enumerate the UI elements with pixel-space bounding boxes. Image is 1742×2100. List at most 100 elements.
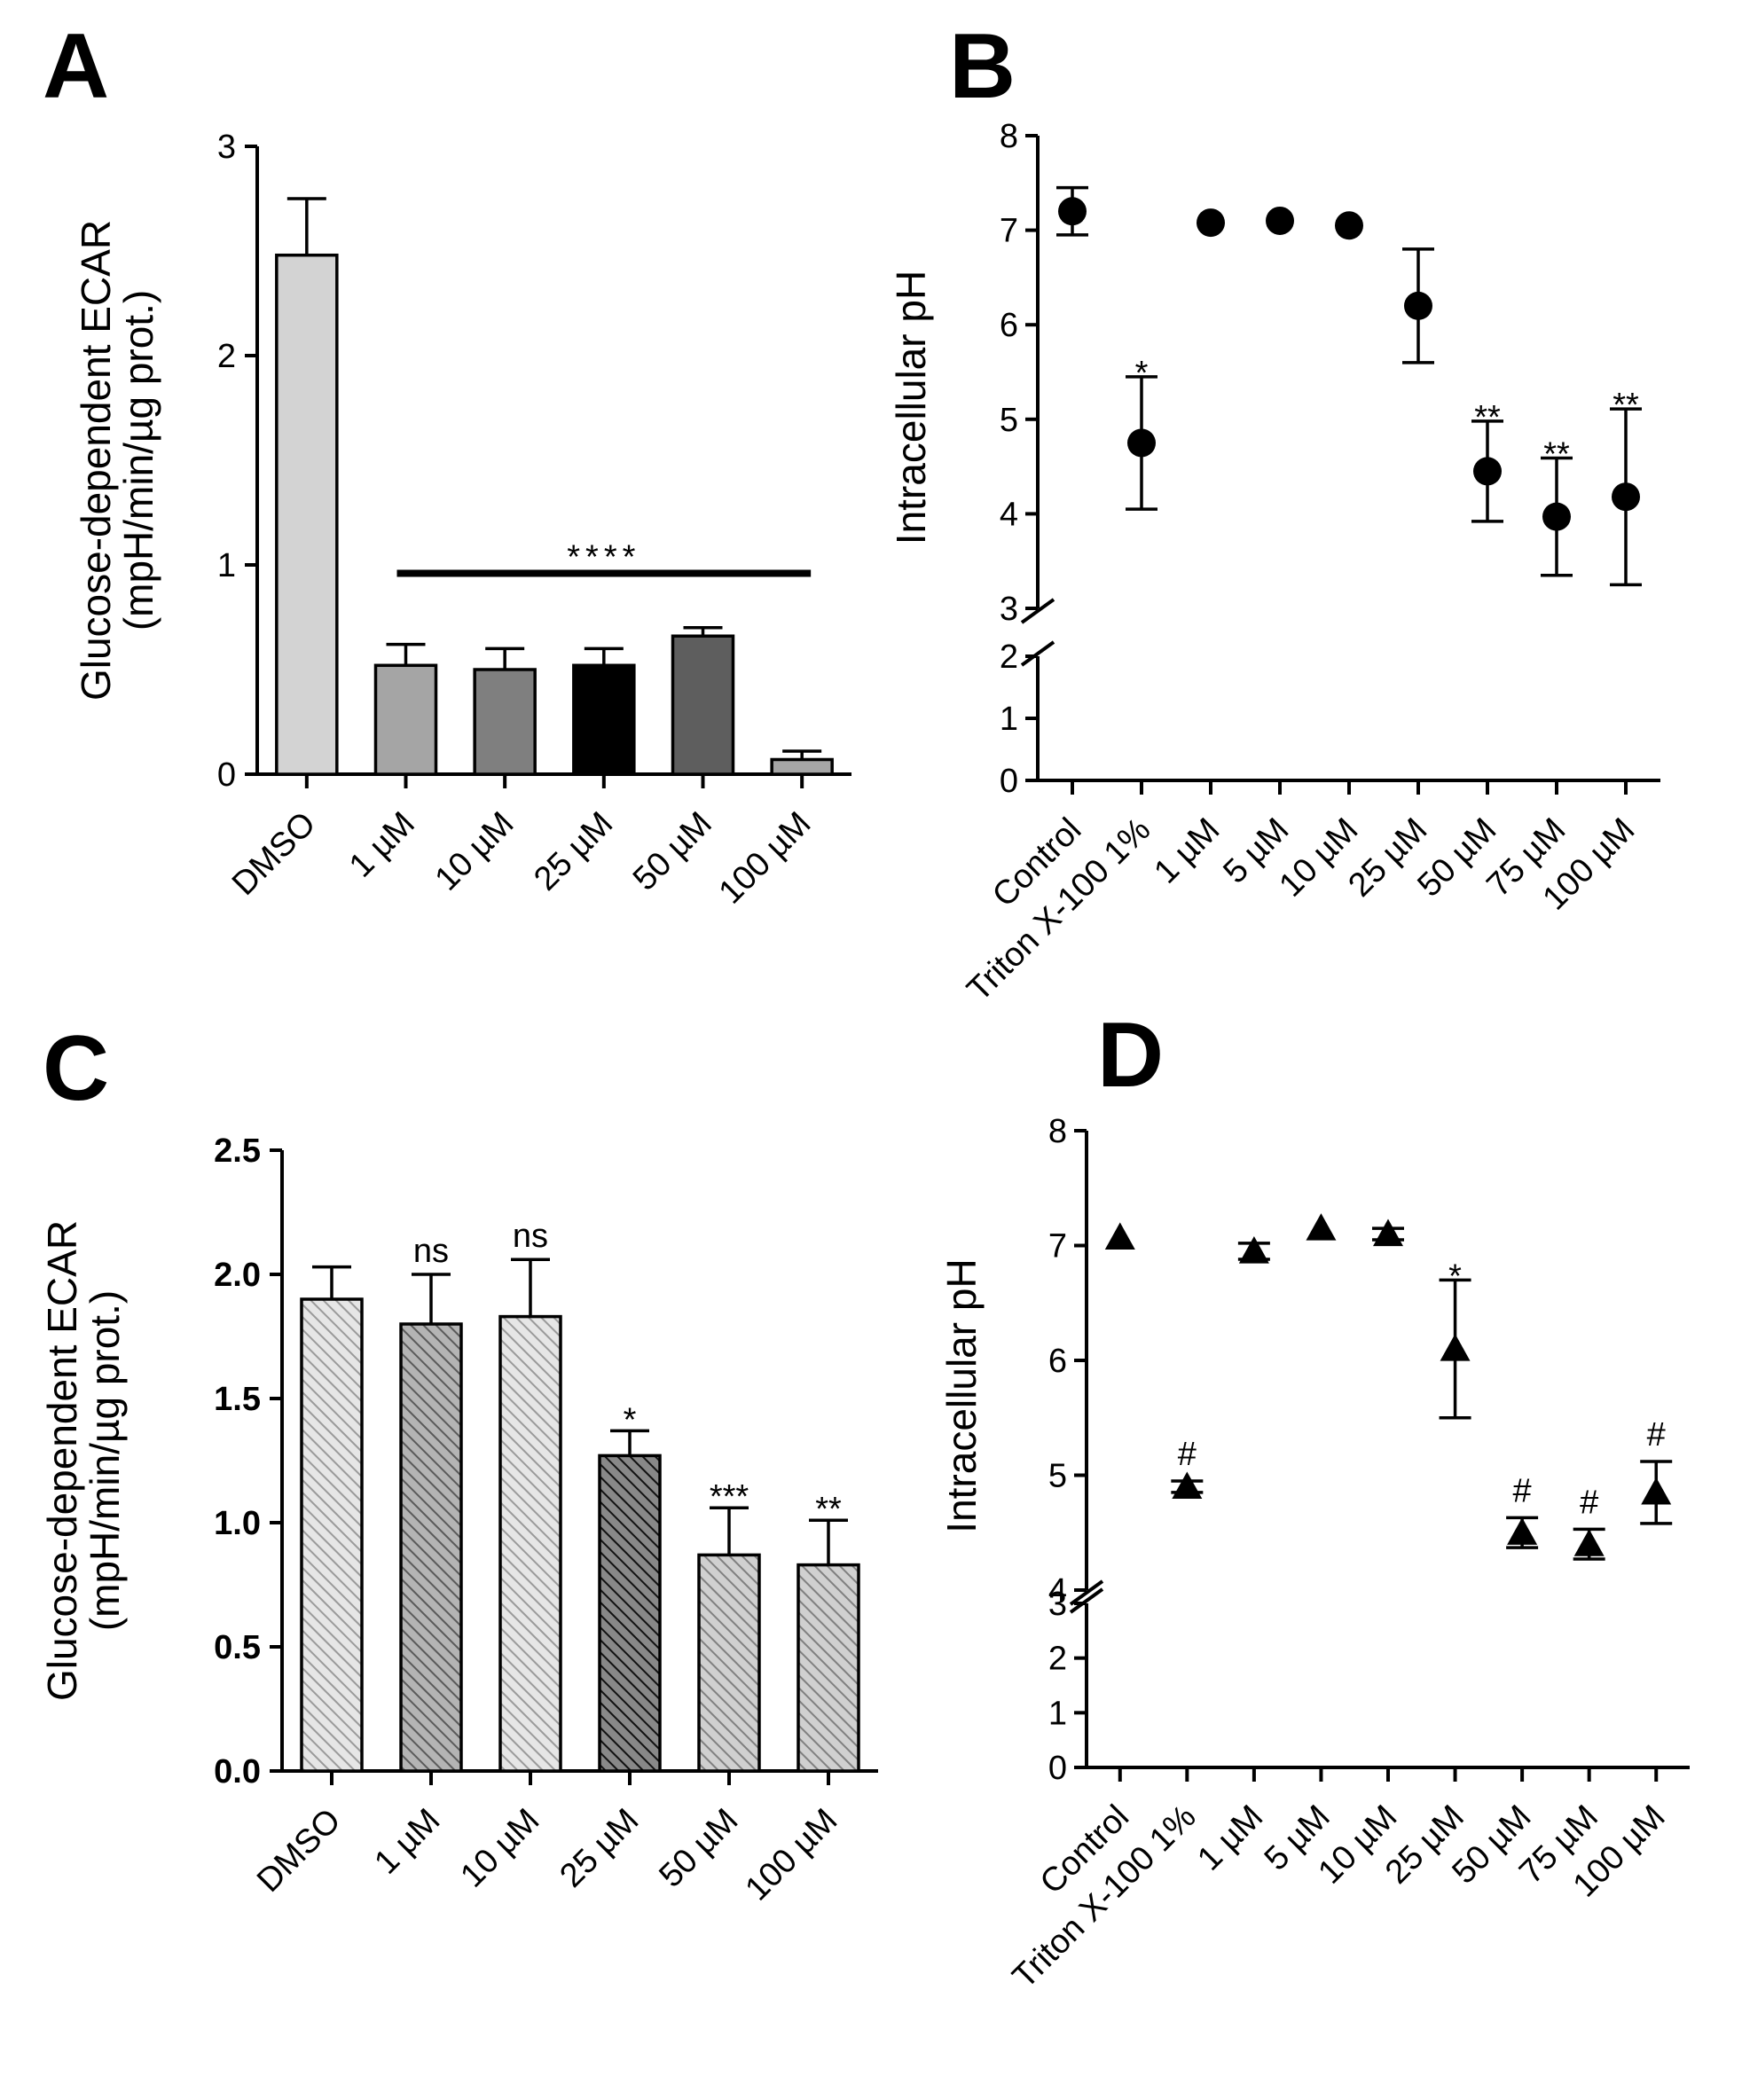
data-point	[1507, 1517, 1538, 1545]
data-point	[1404, 291, 1432, 320]
y-tick-label: 1	[1000, 701, 1018, 738]
x-tick-label: 10 µM	[428, 805, 522, 898]
x-tick-label: 10 µM	[453, 1802, 546, 1895]
y-tick-label: 5	[1000, 402, 1018, 439]
data-point	[1335, 211, 1363, 240]
x-tick-label: 1 µM	[1147, 811, 1227, 891]
y-tick-label: 5	[1048, 1458, 1067, 1495]
y-tick-label: 2.0	[214, 1257, 261, 1294]
y-tick-label: 6	[1000, 307, 1018, 344]
bar	[796, 1563, 860, 1773]
x-tick-label: 10 µM	[1272, 811, 1365, 905]
panel-c-bar-chart: 0.00.51.01.52.02.5ns ns**** **DMSO 1 µM 10 µ…	[39, 1132, 878, 1908]
y-tick-label: 0	[1000, 763, 1018, 800]
significance-label: #	[1580, 1484, 1598, 1521]
x-tick-label: 25 µM	[527, 805, 620, 898]
significance-label: *	[624, 1401, 637, 1438]
panel-letter-d: D	[1097, 1004, 1164, 1107]
x-tick-label: 100 µM	[738, 1802, 844, 1908]
x-tick-label: 50 µM	[652, 1802, 745, 1895]
significance-label: **	[1543, 436, 1570, 474]
axis-break-mark	[1069, 1587, 1104, 1614]
x-tick-label: 25 µM	[553, 1802, 646, 1895]
y-axis-label: Intracellular pH	[938, 1258, 985, 1532]
significance-label: #	[1178, 1436, 1197, 1473]
y-axis-label: Intracellular pH	[888, 270, 934, 545]
panel-letter-a: A	[43, 15, 109, 118]
data-point	[1473, 457, 1502, 486]
data-point	[1440, 1334, 1471, 1361]
y-tick-label: 0	[1048, 1750, 1067, 1787]
data-point	[1573, 1529, 1605, 1556]
significance-label: ns	[413, 1233, 449, 1270]
data-point	[1641, 1477, 1672, 1505]
significance-label: *	[1135, 355, 1149, 392]
x-tick-label: DMSO	[250, 1802, 348, 1900]
bar	[473, 668, 537, 776]
significance-label: ***	[710, 1478, 749, 1516]
y-tick-label: 8	[1048, 1113, 1067, 1150]
data-point	[1306, 1213, 1337, 1241]
data-point	[1058, 197, 1087, 226]
data-point	[1542, 502, 1571, 531]
y-tick-label: 4	[1048, 1572, 1067, 1610]
significance-label: **	[1613, 387, 1639, 424]
axis-break-mark	[1020, 640, 1055, 667]
y-tick-label: 3	[1048, 1586, 1067, 1623]
significance-label: *	[1448, 1258, 1462, 1295]
x-tick-label: 100 µM	[712, 805, 819, 912]
x-tick-label: 1 µM	[367, 1802, 447, 1882]
y-tick-label: 0.0	[214, 1753, 261, 1790]
y-tick-label: 3	[1000, 591, 1018, 628]
x-tick-label: 1 µM	[1190, 1798, 1270, 1878]
y-tick-label: 6	[1048, 1343, 1067, 1380]
panel-letter-b: B	[949, 15, 1016, 118]
y-tick-label: 2.5	[214, 1132, 261, 1170]
x-tick-label: DMSO	[225, 805, 323, 903]
y-tick-label: 0.5	[214, 1629, 261, 1666]
bar	[572, 663, 636, 776]
y-tick-label: 1	[1048, 1695, 1067, 1732]
y-tick-label: 2	[1000, 639, 1018, 676]
bar	[770, 757, 834, 776]
data-point	[1373, 1218, 1403, 1247]
y-tick-label: 2	[1048, 1641, 1067, 1678]
y-tick-label: 7	[1000, 213, 1018, 250]
y-axis-label: (mpH/min/µg prot.)	[115, 290, 161, 631]
significance-label: ns	[513, 1218, 548, 1255]
significance-label: **	[1474, 399, 1501, 436]
y-tick-label: 1.0	[214, 1505, 261, 1542]
x-tick-label: 1 µM	[342, 805, 422, 885]
data-point	[1127, 428, 1156, 458]
bar	[671, 634, 735, 776]
y-axis-label: Glucose-dependent ECAR	[73, 220, 119, 701]
data-point	[1104, 1222, 1135, 1250]
significance-label: #	[1647, 1416, 1666, 1454]
bar	[373, 663, 438, 776]
y-axis-label: (mpH/min/µg prot.)	[82, 1290, 128, 1631]
y-tick-label: 3	[217, 129, 236, 166]
y-tick-label: 0	[217, 756, 236, 794]
x-tick-label: 50 µM	[1410, 811, 1503, 905]
significance-label: ****	[567, 538, 640, 576]
bar	[275, 253, 339, 776]
x-tick-label: 50 µM	[626, 805, 719, 898]
y-axis-label: Glucose-dependent ECAR	[39, 1220, 85, 1701]
y-tick-label: 8	[1000, 118, 1018, 155]
significance-label: **	[815, 1491, 842, 1528]
data-point	[1197, 208, 1225, 238]
data-point	[1612, 482, 1640, 512]
bar	[697, 1553, 761, 1773]
y-tick-label: 2	[217, 338, 236, 375]
panel-letter-c: C	[43, 1017, 109, 1120]
y-tick-label: 4	[1000, 496, 1018, 533]
y-tick-label: 1.5	[214, 1381, 261, 1418]
significance-label: #	[1513, 1472, 1532, 1509]
axis-break-mark	[1020, 598, 1055, 624]
axis-break-mark	[1069, 1579, 1104, 1606]
bar	[300, 1297, 364, 1773]
